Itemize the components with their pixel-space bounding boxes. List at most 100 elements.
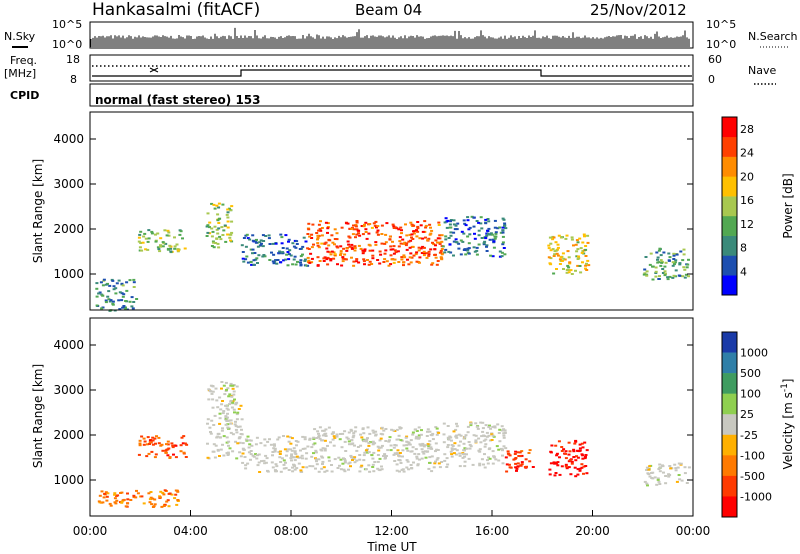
echo-cell bbox=[425, 252, 429, 255]
echo-cell bbox=[149, 491, 153, 493]
echo-cell bbox=[216, 435, 220, 438]
echo-cell bbox=[416, 225, 420, 228]
echo-cell bbox=[329, 258, 333, 261]
echo-cell bbox=[391, 429, 395, 432]
echo-cell bbox=[477, 437, 481, 440]
echo-cell bbox=[164, 451, 168, 454]
echo-cell bbox=[483, 240, 487, 243]
echo-cell bbox=[344, 258, 348, 261]
echo-cell bbox=[309, 252, 313, 255]
echo-cell bbox=[407, 263, 411, 266]
echo-cell bbox=[330, 250, 334, 253]
echo-cell bbox=[367, 243, 371, 246]
echo-cell bbox=[427, 250, 431, 253]
echo-cell bbox=[646, 484, 649, 487]
echo-cell bbox=[211, 390, 215, 393]
echo-cell bbox=[416, 463, 420, 466]
velocity-colorbar-frame bbox=[721, 331, 738, 518]
echo-cell bbox=[428, 443, 432, 446]
echo-cell bbox=[685, 482, 689, 484]
echo-cell bbox=[264, 461, 268, 464]
echo-cell bbox=[244, 245, 248, 248]
echo-cell bbox=[352, 228, 356, 231]
echo-cell bbox=[316, 430, 320, 433]
echo-cell bbox=[493, 235, 497, 238]
echo-cell bbox=[95, 282, 99, 285]
echo-cell bbox=[462, 232, 466, 235]
echo-cell bbox=[643, 268, 647, 271]
echo-cell bbox=[166, 443, 170, 446]
echo-cell bbox=[282, 463, 286, 466]
echo-cell bbox=[228, 393, 232, 396]
echo-cell bbox=[439, 256, 443, 259]
echo-cell bbox=[335, 238, 339, 241]
echo-cell bbox=[429, 446, 433, 449]
echo-cell bbox=[402, 254, 406, 257]
echo-cell bbox=[229, 431, 233, 434]
echo-cell bbox=[211, 398, 215, 401]
echo-cell bbox=[264, 454, 268, 457]
echo-cell bbox=[244, 467, 248, 470]
echo-cell bbox=[179, 444, 183, 447]
echo-cell bbox=[321, 460, 325, 463]
velocity-colorbar-swatch bbox=[722, 455, 737, 477]
echo-cell bbox=[397, 228, 401, 231]
echo-cell bbox=[166, 248, 170, 251]
echo-cell bbox=[440, 258, 444, 261]
echo-cell bbox=[582, 465, 586, 468]
echo-cell bbox=[212, 241, 216, 244]
echo-cell bbox=[490, 439, 494, 441]
echo-cell bbox=[682, 248, 686, 251]
echo-cell bbox=[458, 454, 462, 457]
echo-cell bbox=[173, 247, 177, 250]
echo-cell bbox=[113, 497, 117, 500]
echo-cell bbox=[312, 452, 315, 455]
power-colorbar-swatch bbox=[722, 275, 737, 296]
echo-cell bbox=[368, 432, 372, 435]
echo-cell bbox=[170, 442, 174, 445]
echo-cell bbox=[482, 242, 486, 245]
echo-cell bbox=[277, 436, 281, 439]
echo-cell bbox=[674, 467, 678, 470]
echo-cell bbox=[399, 439, 403, 442]
echo-cell bbox=[579, 247, 583, 250]
echo-cell bbox=[556, 243, 560, 246]
echo-cell bbox=[446, 463, 450, 466]
echo-cell bbox=[657, 249, 661, 252]
echo-cell bbox=[295, 467, 299, 470]
echo-cell bbox=[362, 454, 366, 457]
echo-cell bbox=[299, 264, 303, 267]
echo-cell bbox=[568, 459, 572, 462]
echo-cell bbox=[502, 434, 506, 437]
echo-cell bbox=[673, 463, 677, 466]
echo-cell bbox=[473, 250, 477, 253]
echo-cell bbox=[430, 470, 434, 473]
echo-cell bbox=[422, 250, 426, 253]
echo-cell bbox=[168, 457, 172, 459]
echo-cell bbox=[468, 226, 472, 229]
echo-cell bbox=[223, 393, 227, 396]
n-search-label: N.Search bbox=[748, 30, 798, 43]
echo-cell bbox=[246, 435, 250, 438]
echo-cell bbox=[241, 452, 245, 455]
echo-cell bbox=[363, 249, 367, 252]
echo-cell bbox=[463, 222, 467, 225]
echo-cell bbox=[566, 269, 570, 271]
echo-cell bbox=[467, 252, 471, 255]
echo-cell bbox=[328, 251, 332, 254]
echo-cell bbox=[299, 261, 302, 264]
echo-cell bbox=[463, 465, 467, 468]
echo-cell bbox=[366, 451, 370, 454]
echo-cell bbox=[564, 457, 568, 460]
echo-cell bbox=[102, 496, 106, 499]
echo-cell bbox=[291, 456, 295, 459]
echo-cell bbox=[671, 261, 675, 264]
echo-cell bbox=[329, 253, 333, 256]
echo-cell bbox=[137, 453, 141, 456]
echo-cell bbox=[124, 300, 128, 302]
echo-cell bbox=[444, 235, 448, 238]
echo-cell bbox=[107, 290, 111, 293]
echo-cell bbox=[338, 438, 342, 441]
echo-cell bbox=[436, 260, 440, 262]
